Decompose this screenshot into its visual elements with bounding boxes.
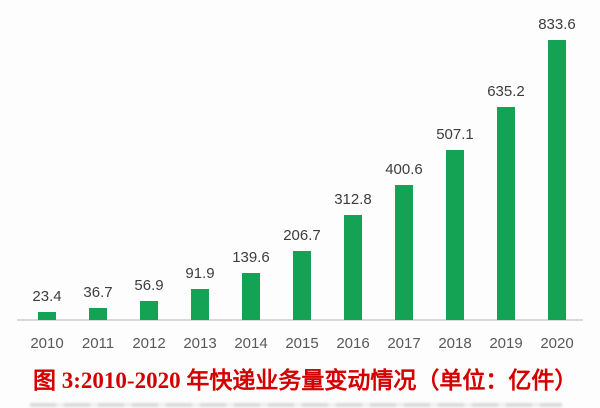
bar-chart: 23.4 2010 36.7 2011 56.9 2012 91.9 2013 139.6 201… [17, 15, 583, 352]
x-axis-label: 2011 [81, 335, 115, 352]
bar-value-label: 833.6 [538, 15, 576, 33]
bar-value-label: 23.4 [32, 288, 62, 306]
bar-2020 [548, 39, 566, 320]
bar-value-label: 91.9 [185, 265, 215, 283]
bar-2015 [293, 250, 311, 320]
x-axis-label: 2013 [183, 335, 217, 352]
x-axis-label: 2019 [489, 335, 523, 352]
bar-2017 [395, 185, 413, 320]
x-axis-label: 2012 [132, 335, 166, 352]
bar-2010 [38, 312, 56, 320]
bar-2014 [242, 273, 260, 320]
bar-value-label: 56.9 [134, 276, 164, 294]
x-axis-label: 2017 [387, 335, 421, 352]
cropped-next-line-artifact [30, 403, 562, 407]
x-axis-label: 2015 [285, 335, 319, 352]
bar-2019 [497, 106, 515, 320]
bar-value-label: 507.1 [436, 125, 474, 143]
x-axis-label: 2010 [30, 335, 64, 352]
x-axis-label: 2020 [540, 335, 574, 352]
bar-2016 [344, 214, 362, 320]
bar-value-label: 635.2 [487, 82, 525, 100]
bar-2012 [140, 300, 158, 320]
bar-value-label: 312.8 [334, 190, 372, 208]
x-axis-line [17, 319, 583, 321]
x-axis-label: 2016 [336, 335, 370, 352]
bar-value-label: 206.7 [283, 226, 321, 244]
x-axis-label: 2018 [438, 335, 472, 352]
bar-2018 [446, 149, 464, 320]
bar-value-label: 400.6 [385, 161, 423, 179]
bar-2011 [89, 307, 107, 320]
bar-value-label: 139.6 [232, 249, 270, 267]
figure-caption: 图 3:2010-2020 年快递业务量变动情况（单位：亿件） [33, 368, 578, 393]
bar-value-label: 36.7 [83, 283, 113, 301]
bar-2013 [191, 289, 209, 320]
x-axis-label: 2014 [234, 335, 268, 352]
